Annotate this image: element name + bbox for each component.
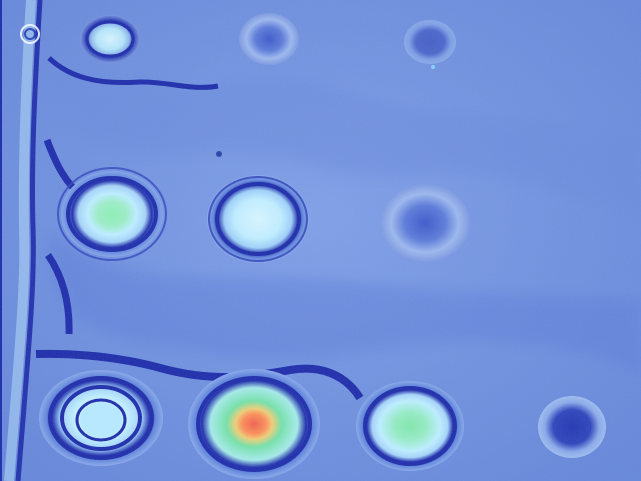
- image-grain: [0, 0, 641, 481]
- heatmap-canvas: [0, 0, 641, 481]
- heatmap-image: [0, 0, 641, 481]
